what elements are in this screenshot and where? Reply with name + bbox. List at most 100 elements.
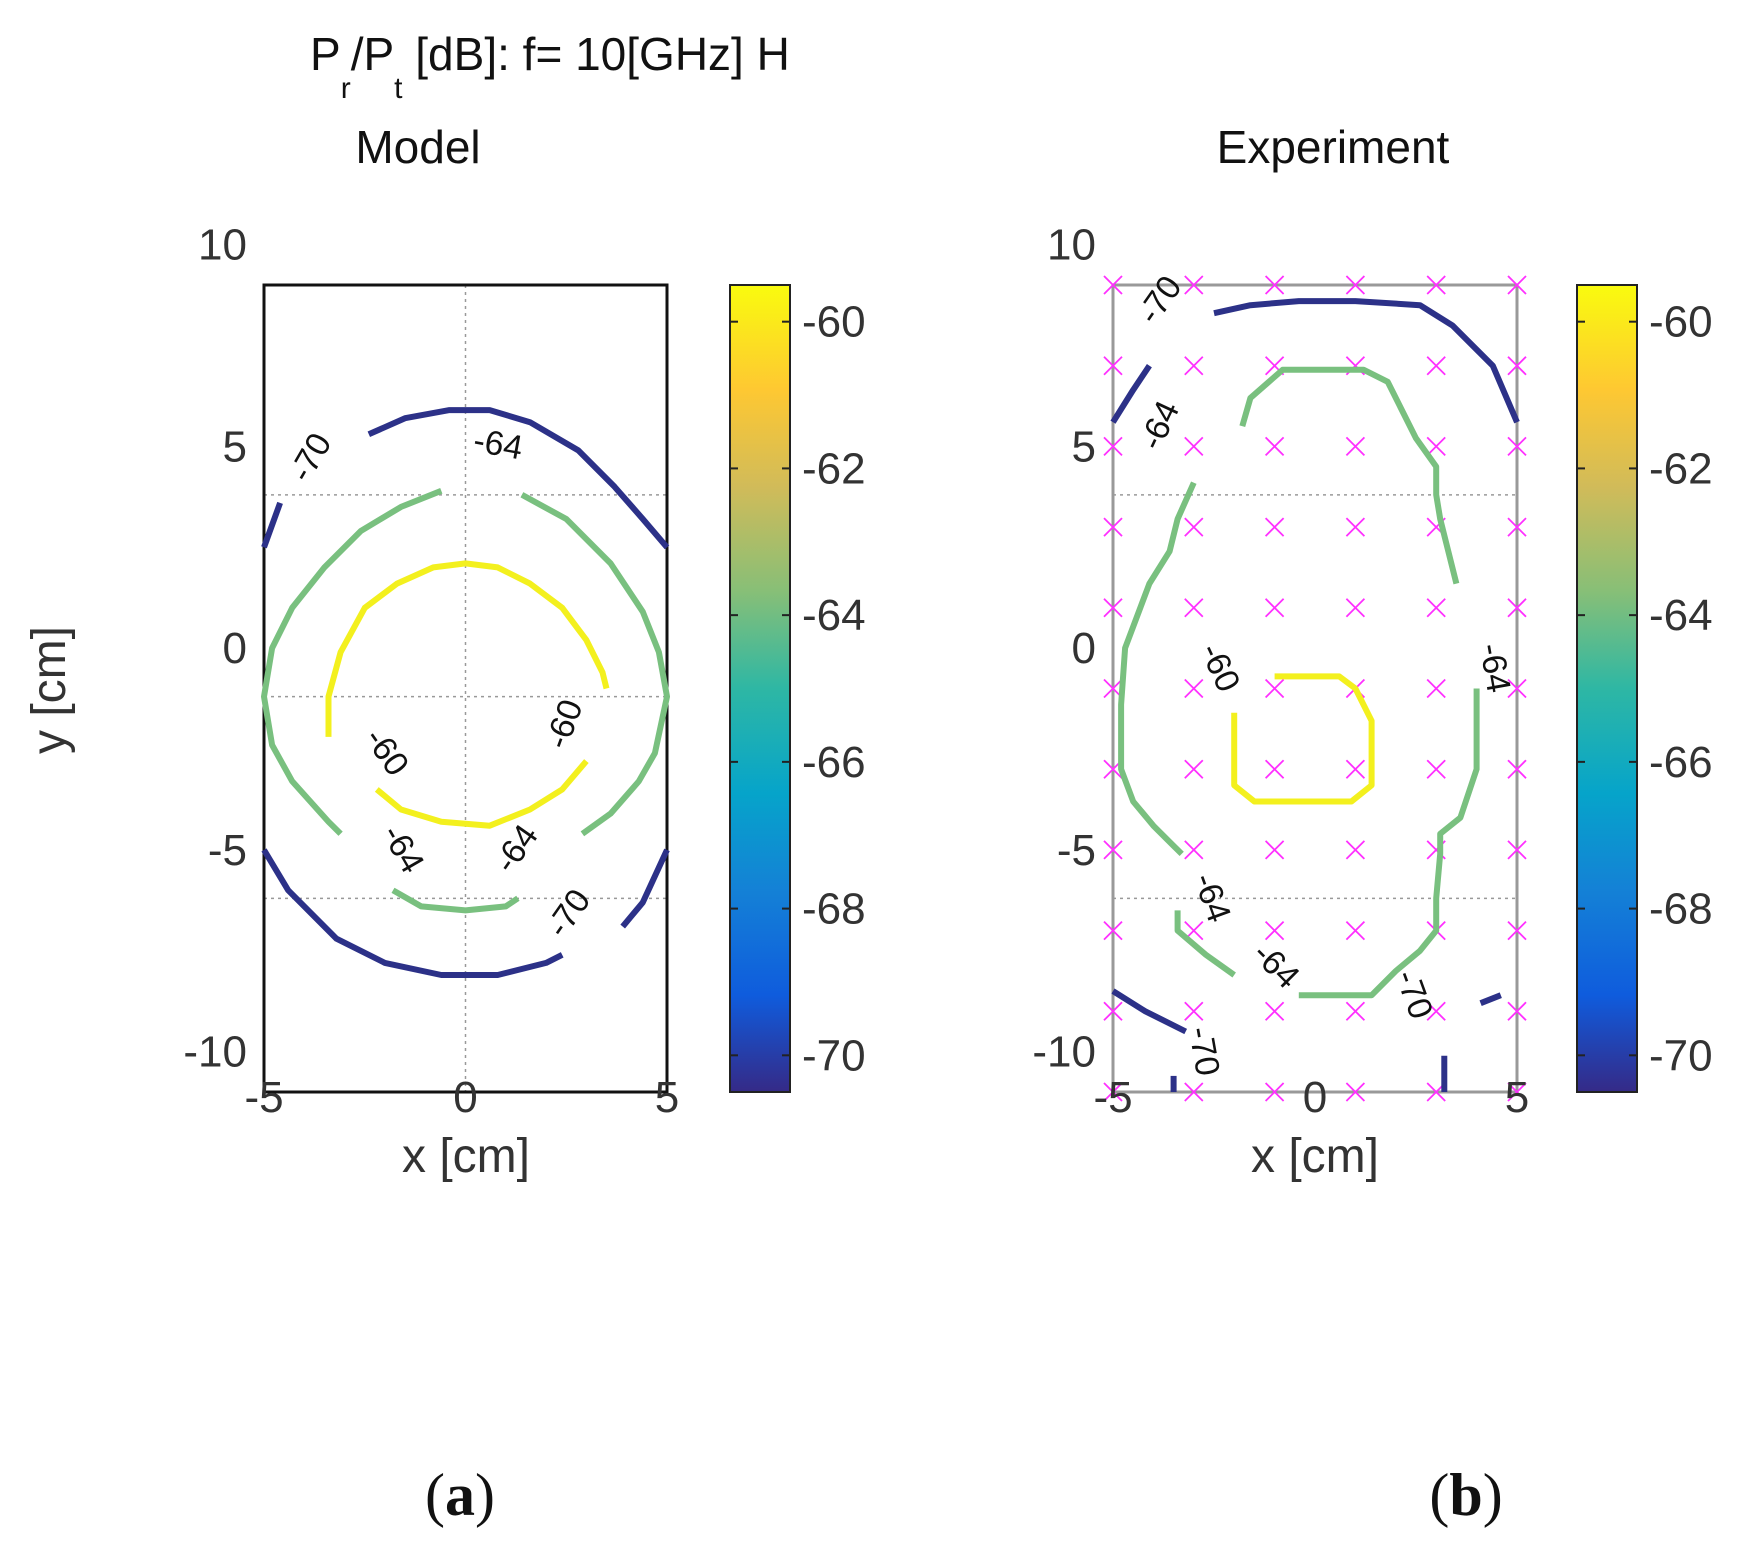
x-ticks: -5 0 5 (1093, 1073, 1529, 1122)
measurement-point (1103, 598, 1123, 618)
measurement-point (1507, 517, 1527, 537)
title-slash-p: /P (351, 28, 394, 80)
contour-label: -64 (1245, 935, 1307, 997)
panel-experiment: Experiment -70-64-60 -64-64-64 -70-70 -5 0 5… (1032, 121, 1712, 1183)
contour-label: -70 (1130, 269, 1189, 331)
x-tick-label: 5 (1505, 1073, 1529, 1122)
colorbar-tick-label: -64 (802, 591, 866, 640)
contour-label: -70 (539, 882, 598, 944)
measurement-point (1184, 1082, 1204, 1102)
x-tick-label: -5 (244, 1073, 283, 1122)
contour-layer (261, 407, 670, 978)
x-tick-label: -5 (1093, 1073, 1132, 1122)
measurement-point (1264, 275, 1285, 295)
contour-line (1231, 673, 1375, 805)
colorbar-tick-label: -70 (1649, 1031, 1713, 1080)
colorbar-ticks: -70 -68 -66 -64 -62 -60 (730, 298, 866, 1080)
measurement-point (1426, 678, 1446, 699)
measurement-point (1507, 678, 1527, 699)
measurement-point (1507, 759, 1527, 779)
colorbar-tick-label: -62 (802, 444, 866, 493)
contour-line (1298, 688, 1480, 999)
measurement-point (1507, 436, 1527, 457)
measurement-point (1345, 1001, 1366, 1021)
contour-layer (1110, 298, 1520, 1092)
title-p: P (310, 28, 341, 80)
measurement-point (1103, 517, 1123, 537)
contour-label: -64 (1132, 395, 1187, 456)
measurement-point (1103, 1082, 1123, 1102)
panel-title: Experiment (1217, 121, 1450, 173)
measurement-point (1426, 275, 1446, 295)
title-sub-t: t (394, 72, 403, 105)
measurement-point (1507, 356, 1527, 376)
measurement-point (1184, 1001, 1204, 1021)
measurement-point (1184, 840, 1204, 860)
measurement-point (1103, 920, 1123, 941)
measurement-point (1103, 840, 1123, 860)
measurement-point (1184, 598, 1204, 618)
panel-model: Model -70 -64-60 -60-64 -64-70 -5 0 5 -10-505… (23, 121, 866, 1183)
y-tick-label: -5 (208, 826, 247, 875)
panel-label-b-letter: b (1449, 1462, 1482, 1528)
contour-label: -70 (282, 427, 339, 489)
contour-label: -60 (1192, 637, 1247, 698)
colorbar-tick-label: -66 (802, 738, 866, 787)
colorbar-tick-label: -60 (1649, 298, 1713, 347)
measurement-point (1264, 517, 1285, 537)
measurement-point (1507, 1001, 1527, 1021)
x-axis-label: x [cm] (1251, 1130, 1379, 1183)
contour-line (1118, 481, 1197, 857)
measurement-point (1103, 275, 1123, 295)
contour-line (391, 887, 520, 914)
y-ticks: -10 -5 0 5 10 (183, 221, 247, 1077)
panel-label-b-close: ) (1483, 1462, 1503, 1528)
y-tick-label: 10 (1047, 221, 1096, 270)
y-tick-label: 0 (223, 624, 247, 673)
measurement-point (1184, 275, 1204, 295)
contour-label: -60 (357, 721, 416, 783)
contour-line (325, 560, 610, 737)
y-axis-label: y [cm] (23, 626, 76, 754)
measurement-point (1345, 275, 1366, 295)
contour-label: -64 (1186, 868, 1239, 927)
contour-line (1111, 988, 1188, 1035)
x-tick-label: 0 (1303, 1073, 1327, 1122)
colorbar-tick-label: -66 (1649, 738, 1713, 787)
gridlines (264, 285, 667, 1092)
measurement-point (1507, 275, 1527, 295)
measurement-point (1264, 678, 1285, 699)
contour-line (261, 488, 443, 836)
colorbar-tick-label: -62 (1649, 444, 1713, 493)
measurement-point (1184, 678, 1204, 699)
measurement-point (1103, 436, 1123, 457)
y-tick-label: -10 (183, 1028, 247, 1077)
measurement-point (1426, 759, 1446, 779)
measurement-point (1345, 920, 1366, 941)
measurement-point (1264, 1001, 1285, 1021)
measurement-point (1184, 759, 1204, 779)
measurement-point (1184, 356, 1204, 376)
panel-label-a: (a) (425, 1462, 495, 1528)
colorbar-tick-label: -70 (802, 1031, 866, 1080)
title-rest: [dB]: f= 10[GHz] H (403, 28, 790, 80)
measurement-point (1345, 1082, 1366, 1102)
contour-label: -64 (374, 818, 431, 880)
contour-label: -64 (1472, 640, 1518, 695)
measurement-point (1345, 840, 1366, 860)
panel-title: Model (355, 121, 480, 173)
measurement-point (1103, 1001, 1123, 1021)
panel-label-a-letter: a (445, 1462, 475, 1528)
contour-line (520, 492, 670, 837)
contour-line (367, 407, 670, 550)
contour-line (1174, 910, 1236, 978)
contour-line (261, 848, 564, 978)
measurement-point (1426, 1001, 1446, 1021)
measurement-point (1264, 920, 1285, 941)
colorbar (729, 284, 791, 1093)
colorbar-tick-label: -60 (802, 298, 866, 347)
contour-line (374, 759, 589, 829)
contour-label: -64 (487, 818, 546, 880)
measurement-point (1345, 598, 1366, 618)
